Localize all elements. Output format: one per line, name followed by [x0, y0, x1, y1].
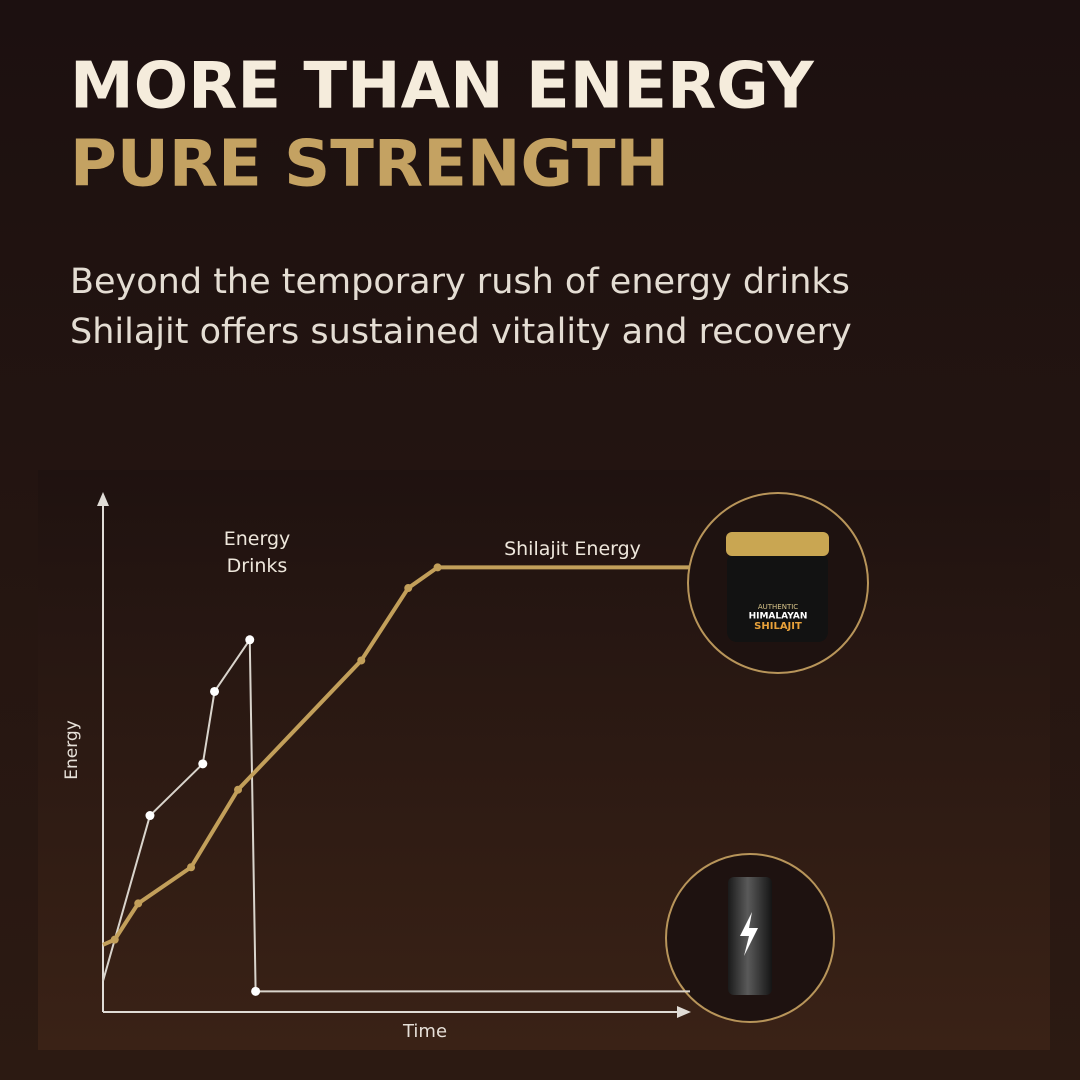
title: MORE THAN ENERGY	[70, 50, 814, 124]
data-point	[234, 785, 243, 794]
data-point	[251, 986, 261, 996]
data-point	[210, 686, 220, 696]
data-point	[433, 563, 442, 572]
series-label: Energy Drinks	[223, 528, 291, 577]
arrow	[97, 492, 109, 506]
data-point	[145, 811, 155, 821]
jar-body	[727, 552, 828, 642]
jar-label: HIMALAYAN	[749, 612, 808, 622]
jar-label: AUTHENTIC	[758, 603, 798, 611]
data-point	[357, 656, 366, 665]
data-point	[187, 863, 196, 872]
data-point	[245, 635, 255, 645]
data-point	[404, 584, 413, 593]
y-axis-label: Energy	[62, 720, 82, 780]
data-point	[110, 935, 119, 944]
jar-lid	[726, 532, 829, 556]
series-label: Shilajit Energy	[504, 538, 641, 560]
x-axis-label: Time	[402, 1021, 447, 1042]
data-point	[198, 759, 208, 769]
jar-label: SHILAJIT	[754, 621, 802, 632]
data-point	[134, 899, 143, 908]
subtitle: Beyond the temporary rush of energy drin…	[70, 262, 850, 302]
bolt-icon	[740, 912, 758, 956]
title: PURE STRENGTH	[70, 128, 669, 202]
arrow	[677, 1006, 691, 1018]
subtitle: Shilajit offers sustained vitality and r…	[70, 312, 852, 352]
